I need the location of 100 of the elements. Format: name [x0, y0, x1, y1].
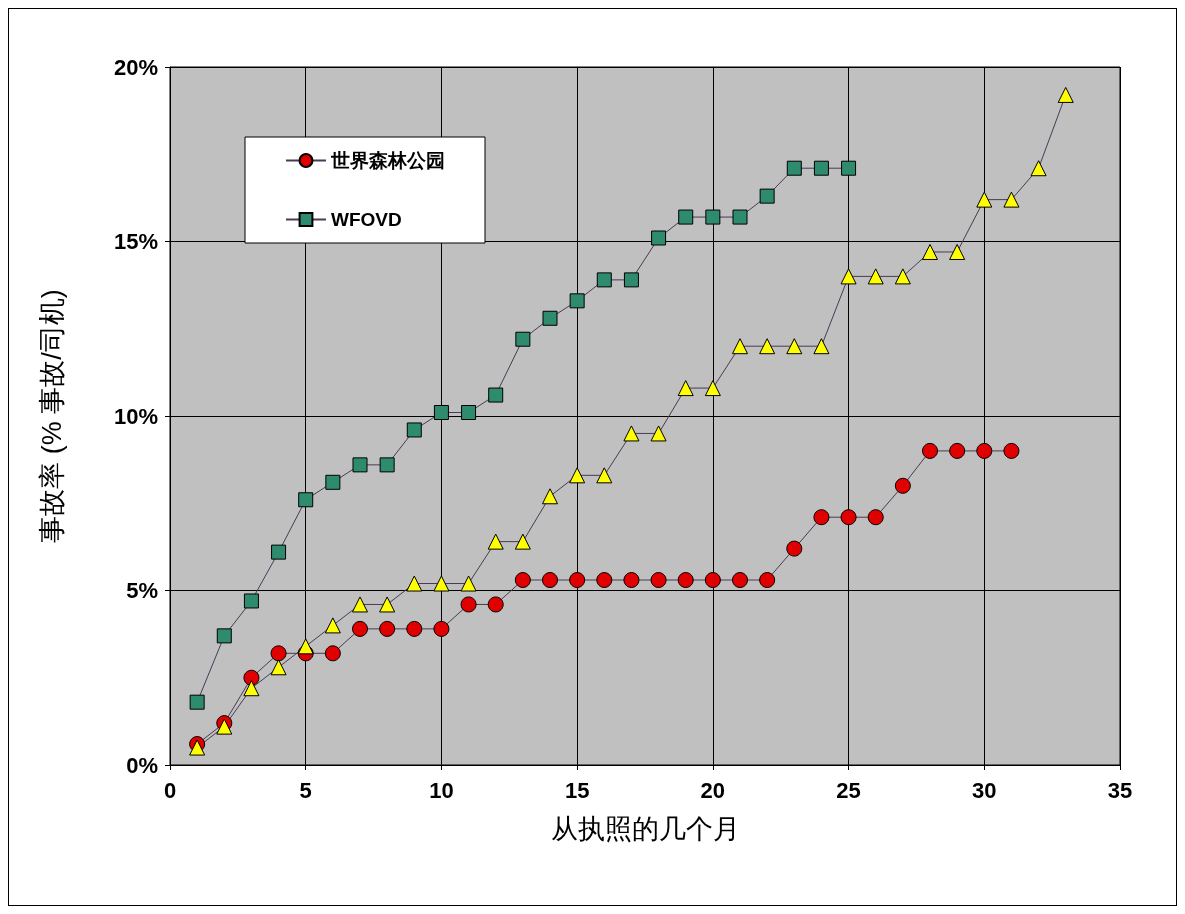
- point: [813, 509, 830, 526]
- point: [596, 467, 613, 484]
- point: [352, 457, 368, 473]
- point: [433, 575, 450, 592]
- point: [867, 268, 884, 285]
- point: [759, 338, 776, 355]
- point: [298, 492, 314, 508]
- y-tick-label: 10%: [113, 403, 158, 429]
- point: [216, 628, 232, 644]
- x-tick-label: 15: [564, 777, 590, 803]
- point: [596, 272, 612, 288]
- point: [1030, 160, 1047, 177]
- point: [514, 572, 531, 589]
- point: [189, 694, 205, 710]
- point: [949, 442, 966, 459]
- point: [840, 268, 857, 285]
- legend-label: WFOVD: [331, 209, 402, 230]
- point: [271, 544, 287, 560]
- x-tick-label: 20: [700, 777, 726, 803]
- point: [379, 457, 395, 473]
- point: [379, 596, 396, 613]
- point: [841, 160, 857, 176]
- point: [704, 572, 721, 589]
- point: [569, 467, 586, 484]
- point: [677, 380, 694, 397]
- x-tick-label: 10: [429, 777, 454, 803]
- legend-label: 世界森林公园: [330, 150, 445, 171]
- point: [759, 572, 776, 589]
- point: [433, 405, 449, 421]
- point: [243, 593, 259, 609]
- point: [461, 405, 477, 421]
- x-tick-label: 30: [972, 777, 997, 803]
- point: [406, 422, 422, 438]
- x-axis-title: 从执照的几个月: [550, 813, 740, 844]
- point: [569, 293, 585, 309]
- y-tick-label: 20%: [113, 54, 158, 80]
- x-tick-label: 5: [299, 777, 312, 803]
- point: [732, 572, 748, 589]
- point: [732, 209, 748, 225]
- point: [623, 572, 640, 589]
- point: [352, 596, 368, 613]
- point: [460, 596, 477, 613]
- point: [243, 680, 260, 697]
- point: [623, 272, 639, 288]
- x-tick-label: 25: [836, 777, 861, 803]
- point: [488, 387, 504, 403]
- point: [650, 572, 667, 589]
- point: [922, 442, 938, 459]
- point: [651, 230, 667, 246]
- point: [297, 638, 314, 655]
- point: [596, 572, 613, 589]
- y-axis-title: 事故率 (% 事故/司机): [36, 289, 67, 543]
- point: [840, 509, 857, 526]
- y-tick-label: 5%: [126, 578, 158, 603]
- point: [270, 645, 287, 662]
- point: [542, 310, 558, 326]
- point: [922, 243, 938, 260]
- point: [759, 188, 775, 204]
- point: [514, 533, 531, 550]
- point: [623, 425, 640, 442]
- point: [786, 540, 803, 557]
- point: [949, 243, 966, 260]
- point: [406, 575, 423, 592]
- point: [270, 659, 287, 676]
- point: [569, 572, 586, 589]
- point: [650, 425, 667, 442]
- point: [352, 620, 368, 637]
- x-tick-label: 35: [1107, 777, 1133, 803]
- y-tick-label: 15%: [113, 229, 158, 254]
- point: [678, 209, 694, 225]
- x-tick-label: 0: [163, 777, 177, 803]
- point: [325, 474, 341, 490]
- point: [894, 477, 911, 494]
- point: [976, 442, 993, 459]
- point: [813, 160, 829, 176]
- point: [406, 620, 423, 637]
- point: [1003, 191, 1020, 208]
- point: [894, 268, 911, 285]
- point: [1003, 442, 1020, 459]
- point: [433, 620, 450, 637]
- point: [786, 338, 803, 355]
- point: [813, 338, 830, 355]
- point: [542, 488, 558, 505]
- point: [379, 620, 396, 637]
- point: [515, 331, 531, 347]
- point: [677, 572, 694, 589]
- point: [324, 645, 341, 662]
- point: [704, 380, 721, 397]
- point: [487, 596, 504, 613]
- point: [487, 533, 504, 550]
- point: [324, 617, 341, 634]
- y-tick-label: 0%: [126, 752, 158, 778]
- point: [542, 572, 558, 589]
- point: [460, 575, 477, 592]
- point: [976, 191, 993, 208]
- point: [1057, 86, 1074, 103]
- point: [786, 160, 802, 176]
- point: [867, 509, 884, 526]
- point: [705, 209, 721, 225]
- point: [732, 338, 748, 355]
